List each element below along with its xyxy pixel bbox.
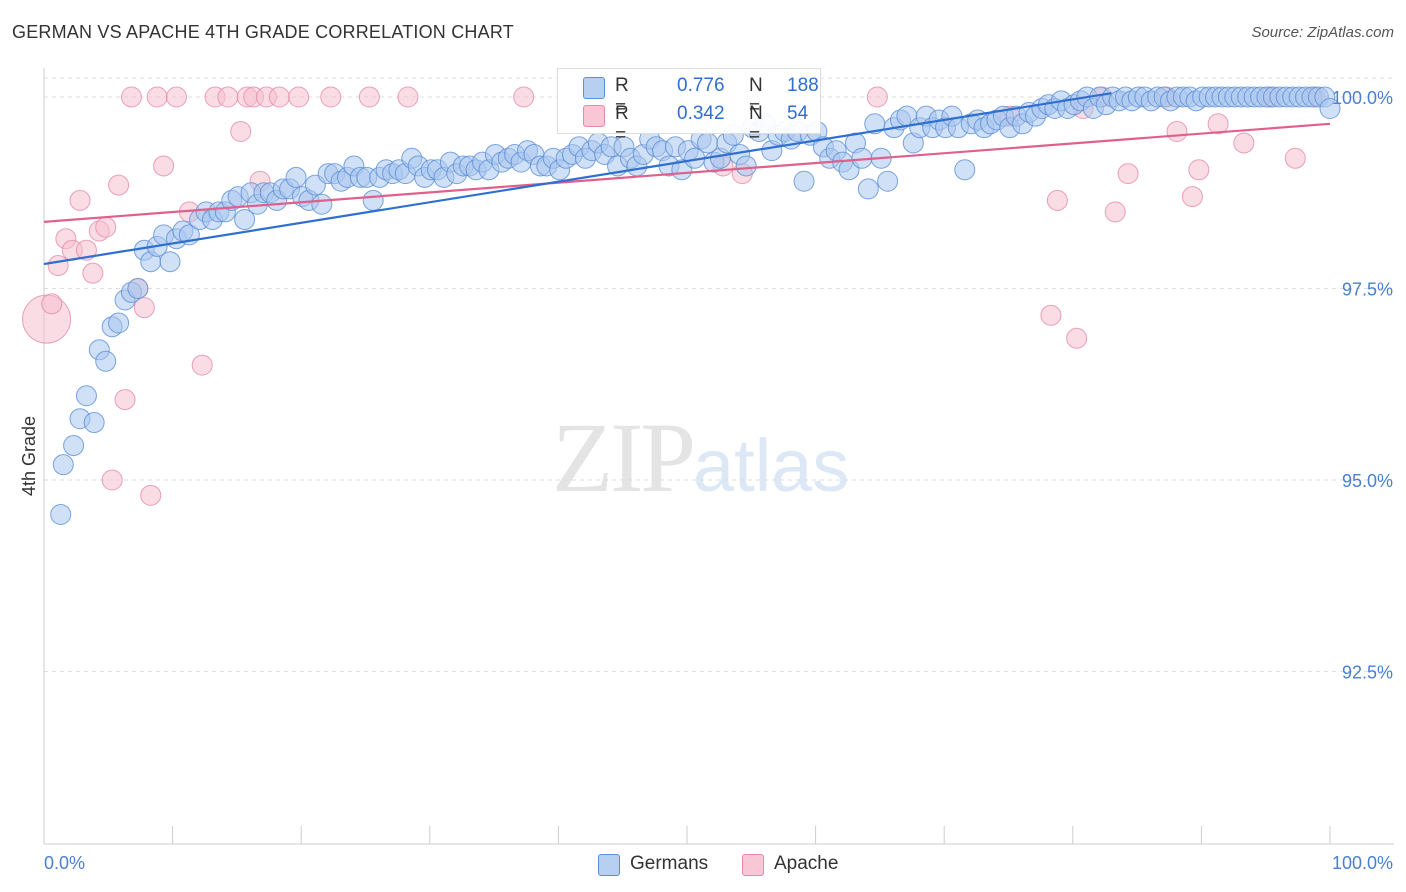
german-point	[63, 435, 85, 457]
german-point	[95, 350, 117, 372]
watermark-atlas: atlas	[693, 424, 850, 507]
apache-legend-swatch	[742, 854, 764, 876]
source-label: Source: ZipAtlas.com	[1251, 24, 1394, 41]
apache-point	[1117, 163, 1139, 185]
german-point	[1319, 97, 1341, 119]
apache-point	[230, 120, 252, 142]
apache-r-value: 0.342	[677, 103, 725, 124]
watermark: ZIPatlas	[552, 400, 849, 515]
german-point	[857, 178, 879, 200]
apache-point	[1104, 201, 1126, 223]
german-point	[311, 193, 333, 215]
apache-legend-label: Apache	[774, 853, 839, 874]
apache-point	[82, 262, 104, 284]
german-point	[108, 312, 130, 334]
german-point	[83, 412, 105, 434]
german-n-label: N =	[749, 75, 763, 118]
apache-n-value: 54	[787, 103, 809, 124]
german-legend-swatch	[598, 854, 620, 876]
apache-trend-line	[43, 122, 1331, 223]
chart-title: GERMAN VS APACHE 4TH GRADE CORRELATION C…	[12, 22, 514, 42]
y-tick-label: 95.0%	[1342, 471, 1393, 491]
apache-point	[268, 86, 290, 108]
apache-swatch	[583, 105, 605, 127]
german-point	[877, 170, 899, 192]
apache-point	[358, 86, 380, 108]
apache-point	[1188, 159, 1210, 181]
apache-point	[133, 297, 155, 319]
x-tick-label-max: 100.0%	[1332, 853, 1393, 873]
apache-point	[397, 86, 419, 108]
apache-point	[47, 255, 69, 277]
german-swatch	[583, 77, 605, 99]
german-point	[159, 251, 181, 273]
apache-point	[288, 86, 310, 108]
y-tick-label: 92.5%	[1342, 663, 1393, 683]
german-point	[75, 385, 97, 407]
german-point	[285, 166, 307, 188]
apache-point	[41, 293, 63, 315]
apache-point	[1284, 147, 1306, 169]
apache-point	[165, 86, 187, 108]
german-r-label: R =	[615, 75, 629, 118]
apache-point	[1040, 304, 1062, 326]
watermark-zip: ZIP	[552, 402, 696, 513]
apache-point	[1166, 120, 1188, 142]
apache-point	[75, 239, 97, 261]
german-point	[52, 454, 74, 476]
apache-point	[1233, 132, 1255, 154]
german-point	[954, 159, 976, 181]
german-n-value: 188	[787, 75, 819, 96]
apache-point	[1066, 327, 1088, 349]
apache-point	[108, 174, 130, 196]
german-r-value: 0.776	[677, 75, 725, 96]
german-point	[127, 278, 149, 299]
apache-point	[513, 86, 535, 108]
german-legend-label: Germans	[630, 853, 709, 874]
apache-point	[95, 216, 117, 238]
apache-point	[120, 86, 142, 108]
apache-point	[140, 484, 162, 506]
stats-legend: R = 0.776 N = 188 R = 0.342 N = 54	[557, 68, 821, 146]
apache-point	[191, 354, 213, 376]
y-tick-label: 100.0%	[1332, 88, 1393, 108]
apache-point	[320, 86, 342, 108]
apache-point	[101, 469, 123, 491]
apache-point	[866, 86, 888, 108]
trend-lines	[43, 92, 1331, 266]
x-tick-label-min: 0.0%	[44, 853, 85, 873]
german-points	[50, 86, 1341, 525]
german-point	[735, 155, 757, 177]
apache-point	[69, 189, 91, 211]
german-point	[234, 209, 256, 231]
apache-point	[1046, 189, 1068, 211]
tick-labels: 100.0% 97.5% 95.0% 92.5% 0.0% 100.0%	[44, 88, 1393, 873]
apache-n-label: N =	[749, 103, 763, 146]
german-point	[362, 189, 384, 211]
apache-point	[153, 155, 175, 177]
apache-point	[114, 389, 136, 411]
apache-point	[1207, 113, 1229, 135]
apache-point	[146, 86, 168, 108]
y-axis-label: 4th Grade	[19, 416, 39, 496]
german-trend-line	[43, 92, 1112, 266]
german-point	[50, 503, 72, 525]
axes	[43, 68, 1394, 845]
apache-r-label: R =	[615, 103, 629, 146]
y-tick-label: 97.5%	[1342, 280, 1393, 300]
german-point	[793, 170, 815, 192]
apache-point	[1181, 186, 1203, 208]
apache-point	[217, 86, 239, 108]
